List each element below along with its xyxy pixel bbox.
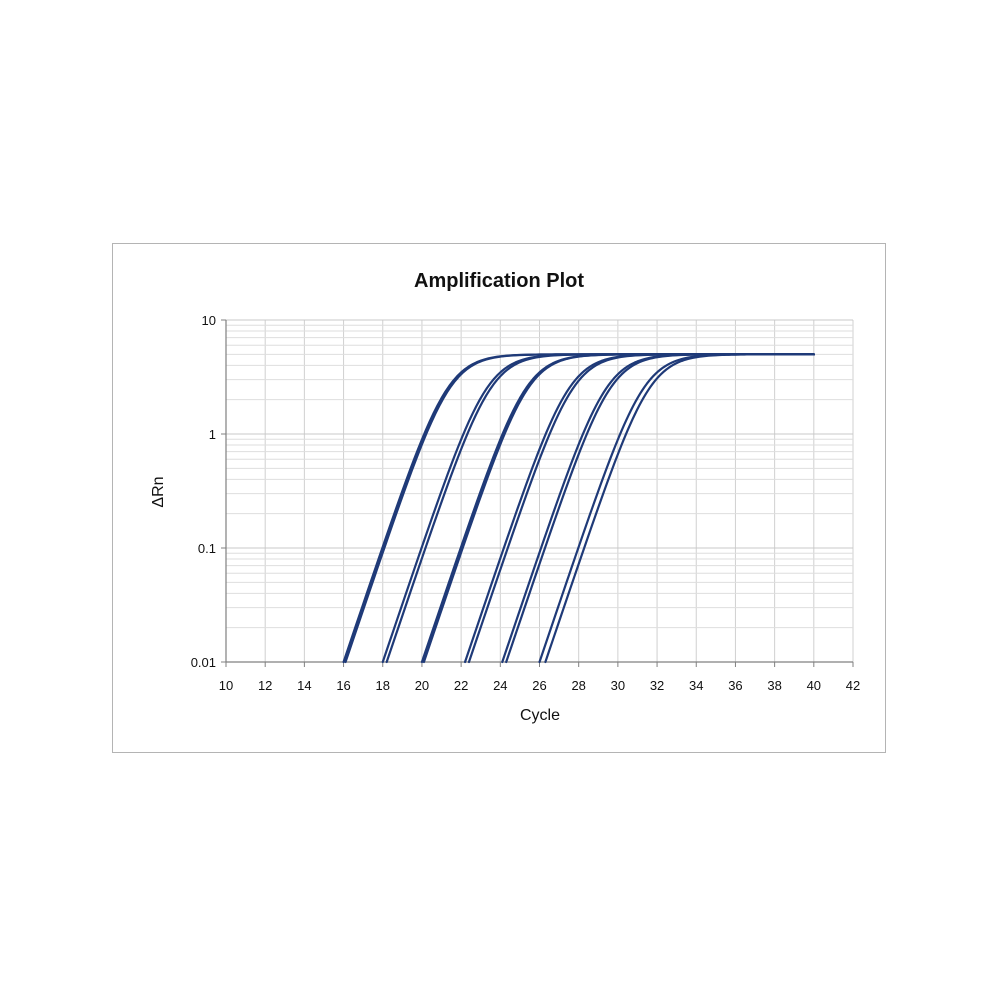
x-tick-label: 34 [689,678,703,693]
x-tick-label: 22 [454,678,468,693]
y-tick-label: 10 [202,313,216,328]
x-tick-label: 14 [297,678,311,693]
x-tick-label: 18 [376,678,390,693]
amplification-curve [344,353,815,664]
amplification-curve [505,353,815,664]
x-tick-label: 30 [611,678,625,693]
x-tick-label: 28 [571,678,585,693]
amplification-curve [501,353,815,664]
y-tick-label: 0.01 [191,655,216,670]
x-tick-label: 24 [493,678,507,693]
amplification-curve [544,353,815,664]
x-axis-title: Cycle [520,707,560,724]
x-tick-label: 26 [532,678,546,693]
y-tick-label: 1 [209,427,216,442]
chart-frame [112,243,886,753]
x-tick-label: 36 [728,678,742,693]
x-tick-label: 16 [336,678,350,693]
chart-title: Amplification Plot [414,270,584,292]
y-axis-title: ΔRn [150,476,167,507]
tick-labels: 10 12 14 16 18 20 22 24 26 28 30 32 34 36 38 40 42 0.01 0.… [191,313,861,693]
x-tick-label: 32 [650,678,664,693]
series-lines [342,353,815,664]
x-tick-label: 12 [258,678,272,693]
x-tick-label: 20 [415,678,429,693]
x-tick-label: 42 [846,678,860,693]
x-tick-label: 38 [767,678,781,693]
amplification-curve [385,353,815,664]
y-tick-label: 0.1 [198,541,216,556]
x-tick-label: 40 [807,678,821,693]
amplification-curve [538,353,815,664]
x-tick-label: 10 [219,678,233,693]
